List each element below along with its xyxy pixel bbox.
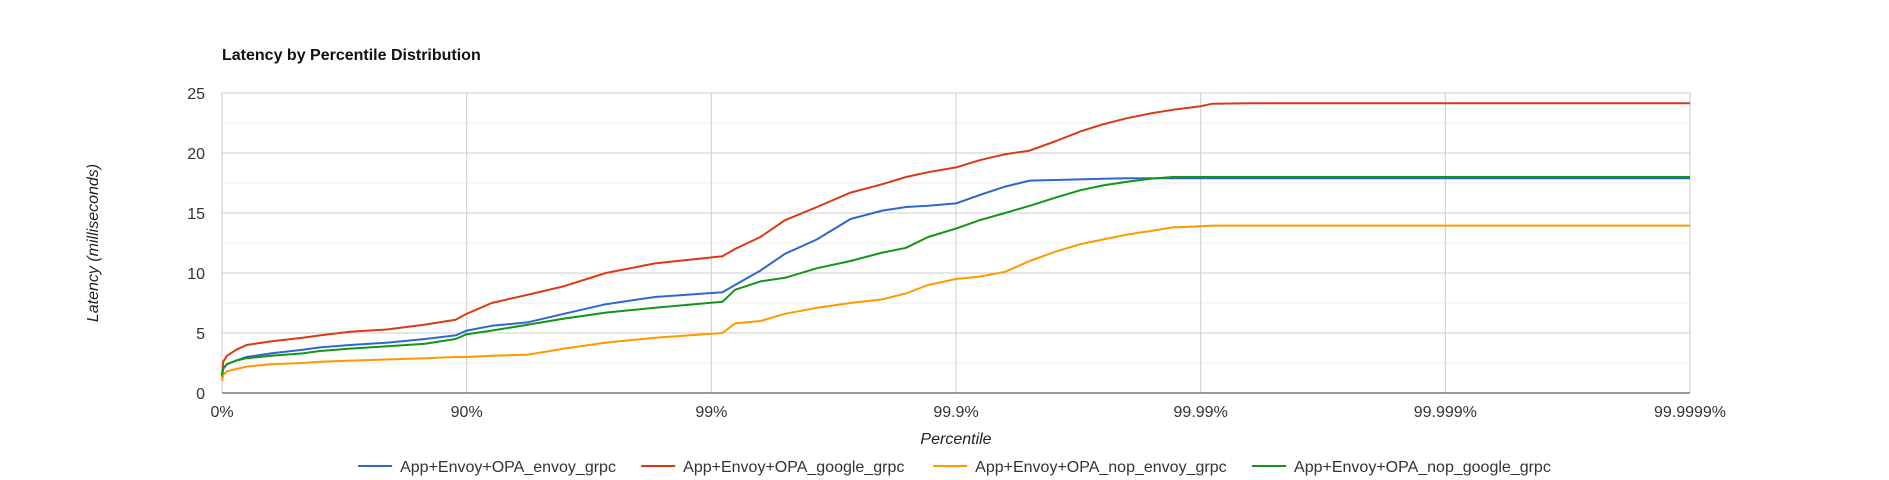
x-tick-label: 90% — [451, 404, 483, 421]
series-line-2 — [221, 102, 1690, 377]
legend-item: App+Envoy+OPA_nop_envoy_grpc — [933, 459, 1227, 476]
legend-item: App+Envoy+OPA_nop_google_grpc — [1252, 459, 1551, 476]
legend-item: App+Envoy+OPA_envoy_grpc — [358, 459, 616, 476]
x-tick-labels: 0% 90% 99% 99.9% 99.99% 99.999% 99.9999% — [210, 404, 1726, 421]
legend-item: App+Envoy+OPA_google_grpc — [641, 459, 904, 476]
chart-title: Latency by Percentile Distribution — [222, 47, 481, 64]
legend-label: App+Envoy+OPA_nop_envoy_grpc — [975, 459, 1226, 476]
x-tick-label: 99.99% — [1174, 404, 1228, 421]
gridlines — [221, 92, 1691, 393]
series-line-1 — [221, 177, 1690, 378]
y-tick-label: 0 — [196, 386, 205, 403]
x-tick-label: 99.9999% — [1654, 404, 1726, 421]
y-axis-title: Latency (milliseconds) — [85, 164, 102, 322]
x-tick-label: 99% — [695, 404, 727, 421]
legend: App+Envoy+OPA_envoy_grpc App+Envoy+OPA_go… — [358, 459, 1551, 476]
y-tick-label: 15 — [187, 206, 205, 223]
series-line-4 — [221, 176, 1690, 376]
y-tick-label: 25 — [187, 86, 205, 103]
series-line-3 — [221, 224, 1690, 382]
legend-label: App+Envoy+OPA_nop_google_grpc — [1294, 459, 1551, 476]
y-tick-label: 5 — [196, 326, 205, 343]
x-tick-label: 0% — [210, 404, 233, 421]
x-tick-label: 99.999% — [1414, 404, 1477, 421]
x-tick-label: 99.9% — [933, 404, 978, 421]
series-lines — [221, 102, 1690, 382]
y-tick-labels: 0 5 10 15 20 25 — [187, 86, 205, 403]
y-tick-label: 20 — [187, 146, 205, 163]
legend-label: App+Envoy+OPA_envoy_grpc — [400, 459, 616, 476]
legend-label: App+Envoy+OPA_google_grpc — [683, 459, 904, 476]
y-tick-label: 10 — [187, 266, 205, 283]
x-axis-title: Percentile — [920, 431, 991, 448]
